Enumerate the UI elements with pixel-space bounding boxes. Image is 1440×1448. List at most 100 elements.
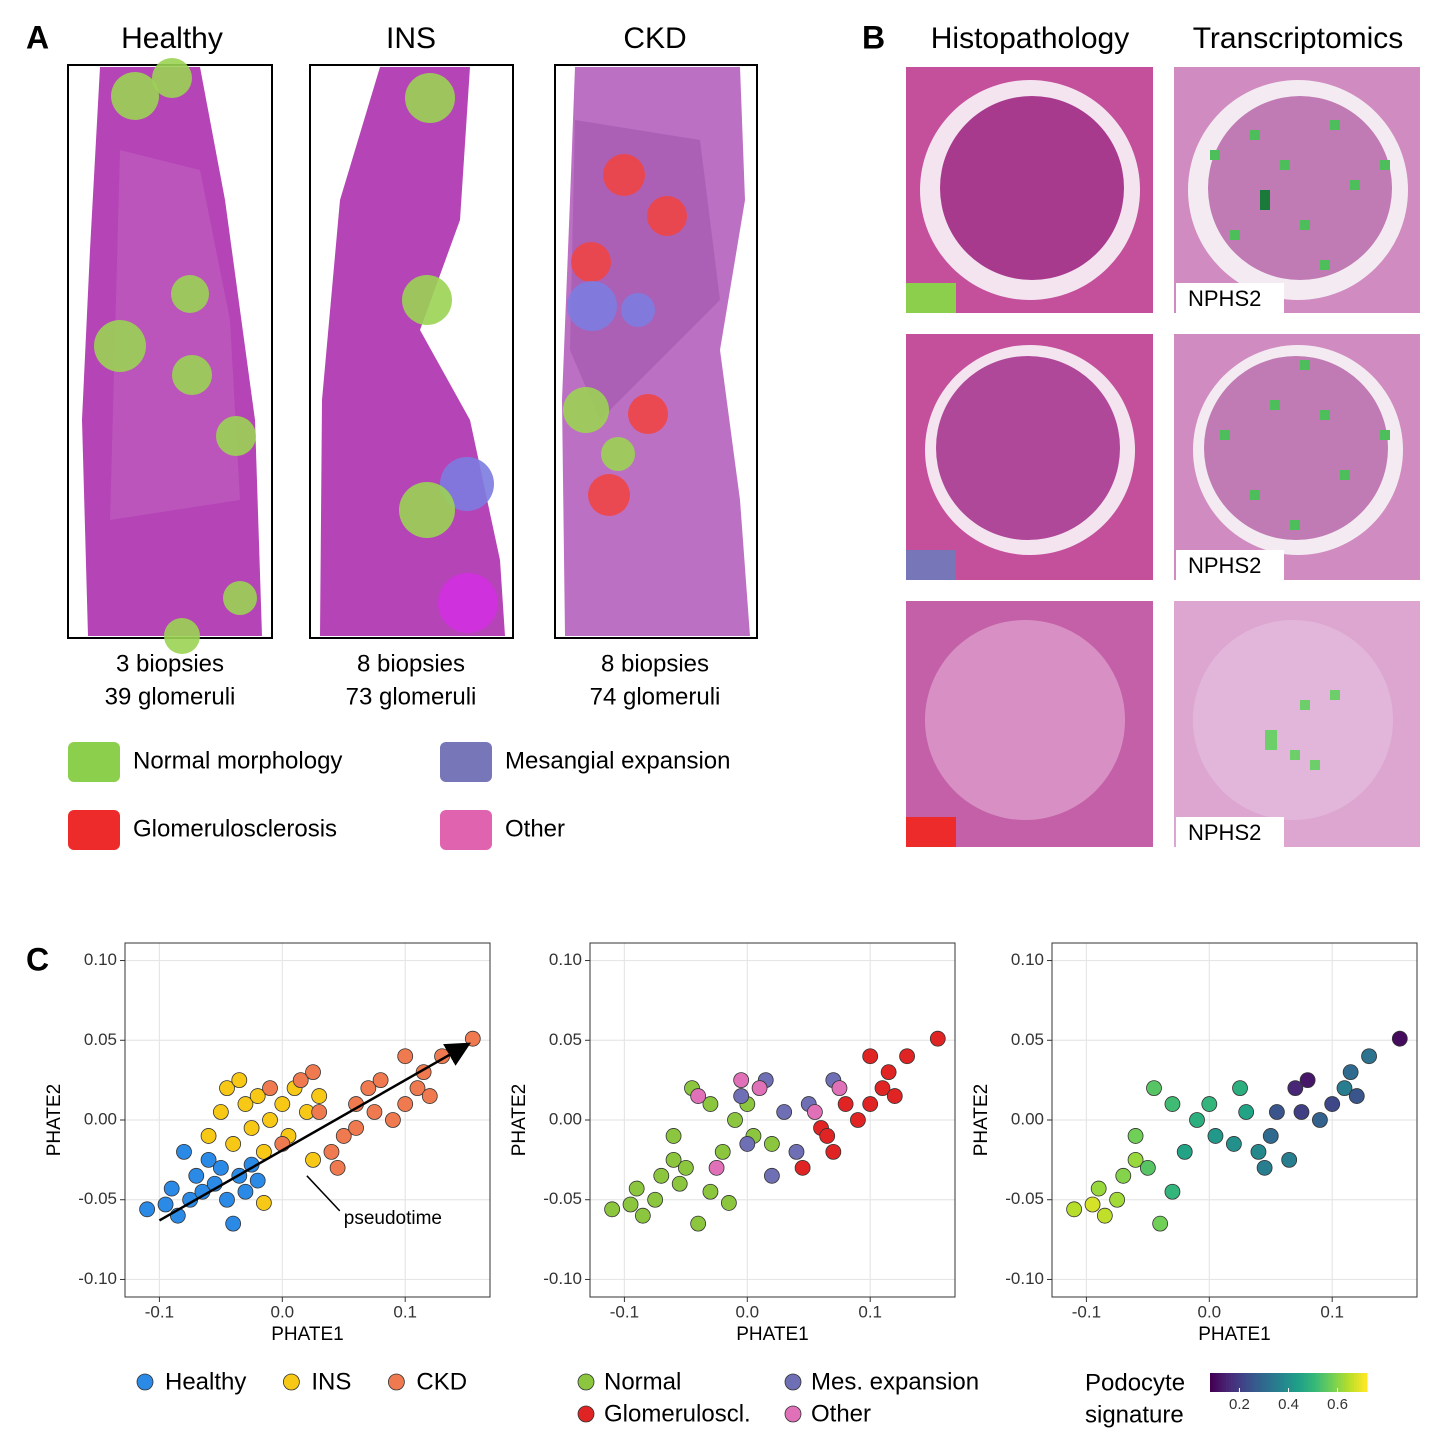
- data-point: [262, 1080, 278, 1097]
- data-point: [397, 1096, 414, 1112]
- data-point: [1287, 1080, 1304, 1097]
- data-point: [225, 1215, 242, 1232]
- colorbar-segment: [1346, 1373, 1350, 1392]
- histology-image: [906, 601, 1153, 847]
- data-point: [1281, 1151, 1298, 1168]
- histology-image: [906, 334, 1153, 580]
- data-point: [231, 1072, 248, 1089]
- data-point: [776, 1104, 793, 1120]
- data-point: [702, 1183, 719, 1200]
- legend-marker: [136, 1373, 154, 1391]
- data-point: [880, 1064, 897, 1081]
- transcriptomics-image: NPHS2: [1174, 67, 1420, 315]
- legend-marker: [784, 1405, 802, 1423]
- data-point: [1312, 1112, 1328, 1128]
- data-point: [874, 1080, 891, 1097]
- legend-marker: [387, 1373, 405, 1391]
- data-point: [249, 1088, 266, 1104]
- colorbar-segment: [1238, 1373, 1242, 1392]
- legend-marker: [282, 1373, 300, 1391]
- column-header: Transcriptomics: [1193, 22, 1404, 55]
- chart: -0.10 -0.05 0.00 0.05 0.10 -0.1 0.0 0.1 PHATE1 PH…: [509, 942, 979, 1427]
- plot-border: [124, 942, 491, 1298]
- data-point: [1348, 1088, 1365, 1104]
- colorbar-segment: [1356, 1373, 1360, 1392]
- colorbar-segment: [1343, 1373, 1347, 1392]
- glomeruli-count: 74 glomeruli: [590, 683, 721, 710]
- colorbar-segment: [1312, 1373, 1316, 1392]
- panel-label: A: [26, 19, 49, 55]
- glomeruli-count: 39 glomeruli: [105, 683, 236, 710]
- data-point: [1164, 1183, 1181, 1200]
- y-tick-label: -0.10: [1005, 1269, 1044, 1288]
- transcriptomics-image: NPHS2: [1174, 601, 1420, 849]
- data-point: [1225, 1136, 1242, 1152]
- data-point: [763, 1136, 780, 1152]
- data-point: [243, 1120, 260, 1136]
- biopsy-count: 3 biopsies: [116, 650, 224, 677]
- data-point: [305, 1151, 321, 1168]
- colorbar-segment: [1272, 1373, 1276, 1392]
- data-point: [1207, 1128, 1224, 1144]
- data-point: [139, 1201, 156, 1218]
- y-axis-label: PHATE2: [509, 1084, 530, 1157]
- data-point: [335, 1128, 352, 1144]
- x-tick-label: 0.0: [1197, 1302, 1221, 1321]
- y-tick-label: -0.05: [543, 1189, 582, 1208]
- colorbar-segment: [1335, 1373, 1339, 1392]
- histology-image: [906, 67, 1153, 313]
- legend-label: Other: [505, 815, 565, 842]
- y-tick-label: 0.00: [84, 1109, 117, 1128]
- gene-label: NPHS2: [1188, 820, 1261, 845]
- data-point: [720, 1195, 737, 1211]
- biopsy-image: [309, 64, 514, 639]
- colorbar-segment: [1241, 1373, 1245, 1392]
- colorbar-segment: [1228, 1373, 1232, 1392]
- data-point: [1324, 1096, 1341, 1112]
- data-point: [622, 1196, 639, 1213]
- data-point: [1109, 1191, 1126, 1208]
- data-point: [1299, 1072, 1316, 1089]
- gene-label: NPHS2: [1188, 286, 1261, 311]
- legend-swatch: [68, 742, 120, 782]
- data-point: [733, 1088, 750, 1104]
- colorbar-segment: [1259, 1373, 1263, 1392]
- data-point: [311, 1104, 328, 1120]
- colorbar-segment: [1257, 1373, 1261, 1392]
- data-point: [671, 1175, 688, 1192]
- colorbar-segment: [1353, 1373, 1358, 1392]
- colorbar-segment: [1262, 1373, 1266, 1392]
- x-tick-label: 0.0: [270, 1302, 294, 1321]
- chart: -0.10 -0.05 0.00 0.05 0.10 -0.1 0.0 0.1 PHATE1 PH…: [971, 942, 1418, 1428]
- colorbar-segment: [1348, 1373, 1352, 1392]
- colorbar-segment: [1280, 1373, 1284, 1392]
- colorbar-segment: [1246, 1373, 1250, 1392]
- biopsy-image: [554, 64, 758, 639]
- annotation: pseudotime: [344, 1208, 442, 1229]
- legend-label: Other: [811, 1400, 871, 1427]
- colorbar-segment: [1217, 1373, 1221, 1392]
- colorbar-title: signature: [1085, 1401, 1184, 1428]
- data-point: [604, 1201, 621, 1218]
- data-point: [1176, 1143, 1193, 1160]
- data-point: [1293, 1104, 1310, 1120]
- data-point: [1342, 1064, 1359, 1081]
- colorbar-segment: [1361, 1373, 1365, 1392]
- data-point: [212, 1104, 229, 1120]
- colorbar-segment: [1296, 1373, 1300, 1392]
- plot-border: [1051, 942, 1418, 1298]
- colorbar-segment: [1327, 1373, 1331, 1392]
- data-point: [665, 1128, 682, 1144]
- data-point: [348, 1120, 364, 1136]
- x-tick-label: 0.1: [393, 1302, 417, 1321]
- pseudotime-arrow: [158, 1042, 471, 1222]
- legend-label: Glomerulosclerosis: [133, 815, 337, 842]
- annotation-leader: [306, 1175, 341, 1212]
- data-point: [1084, 1196, 1101, 1213]
- data-point: [825, 1143, 842, 1160]
- colorbar-segment: [1210, 1373, 1214, 1392]
- y-tick-label: -0.05: [78, 1189, 117, 1208]
- legend-label: Normal morphology: [133, 747, 342, 774]
- colorbar-tick-label: 0.2: [1229, 1396, 1250, 1413]
- colorbar-segment: [1325, 1373, 1329, 1392]
